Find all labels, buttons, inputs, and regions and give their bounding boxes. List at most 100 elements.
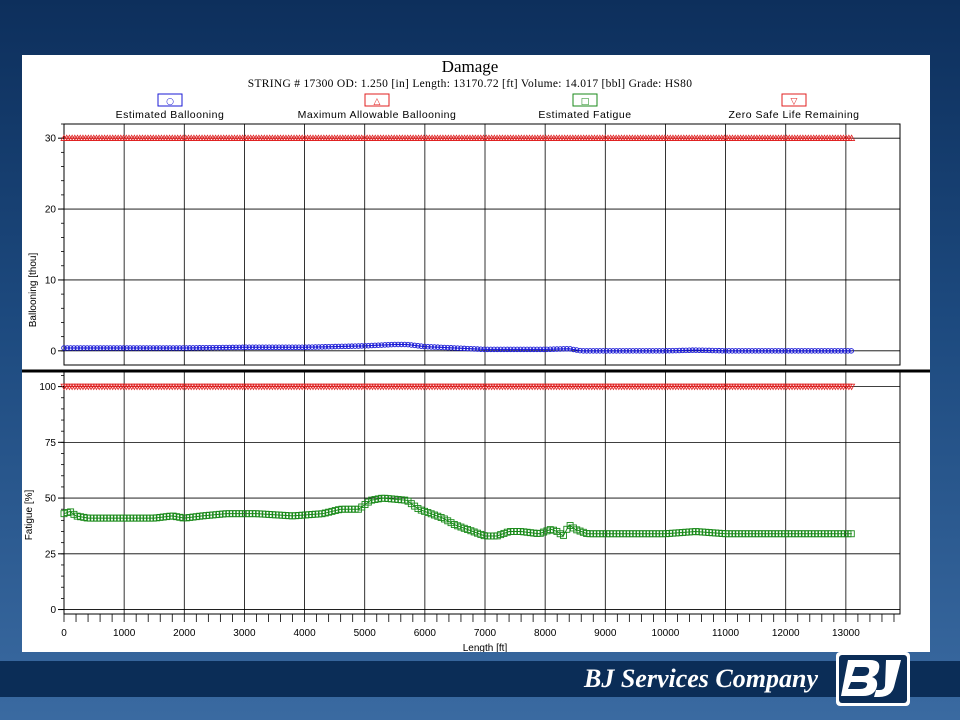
data-point (64, 345, 71, 351)
data-point (825, 348, 831, 354)
data-point (702, 347, 709, 354)
data-point (97, 345, 104, 351)
data-point (524, 346, 530, 353)
data-point (818, 348, 825, 354)
data-point (507, 346, 514, 353)
x-tick-label: 4000 (293, 628, 316, 639)
data-point (683, 347, 689, 354)
data-point (782, 348, 788, 354)
data-point (352, 343, 358, 349)
series-layer (60, 134, 856, 540)
legend-label-0: Estimated Ballooning (116, 109, 225, 121)
data-point (676, 347, 683, 354)
data-point (368, 342, 375, 349)
data-point (358, 343, 365, 349)
data-point (124, 345, 130, 351)
data-point (706, 347, 712, 354)
data-point (607, 348, 613, 354)
data-point (726, 348, 732, 354)
data-point (504, 346, 511, 353)
data-point (792, 348, 798, 354)
data-point (643, 348, 649, 354)
data-point (236, 344, 243, 351)
data-point (349, 343, 355, 349)
data-point (484, 346, 491, 353)
data-point (656, 348, 663, 354)
data-point (325, 343, 332, 350)
data-point (775, 348, 782, 354)
data-point (276, 344, 282, 351)
y-axis-title-fatigue: Fatigue [%] (24, 489, 35, 540)
data-point (679, 347, 686, 354)
legend-marker-0: ○ (166, 97, 174, 107)
data-point (226, 344, 233, 351)
data-point (494, 346, 501, 353)
data-point (835, 348, 841, 354)
data-point (630, 348, 636, 354)
data-point (140, 345, 147, 351)
data-point (107, 345, 114, 351)
data-point (547, 346, 554, 353)
data-point (405, 341, 411, 348)
data-point (296, 344, 302, 351)
data-point (511, 346, 517, 353)
data-point (620, 348, 626, 354)
data-point (157, 345, 163, 351)
data-point (815, 348, 821, 354)
chart-panel: Damage STRING # 17300 OD: 1.250 [in] Len… (22, 55, 930, 652)
data-point (570, 346, 577, 353)
data-point (613, 348, 620, 354)
data-point (573, 347, 580, 353)
data-point (478, 346, 484, 352)
chart-title: Damage (442, 57, 499, 76)
y-tick-label: 0 (50, 605, 56, 616)
data-point (415, 343, 421, 349)
y-tick-label: 10 (45, 275, 57, 286)
data-point (266, 344, 272, 351)
data-point (597, 348, 603, 354)
data-point (580, 348, 587, 354)
data-point (183, 345, 190, 351)
data-point (425, 343, 431, 350)
y-tick-label: 20 (45, 205, 57, 216)
data-point (272, 344, 279, 351)
data-point (335, 343, 342, 350)
y-tick-label: 100 (39, 382, 56, 393)
x-axis-title: Length [ft] (463, 643, 508, 652)
data-point (67, 345, 74, 351)
data-point (557, 346, 563, 352)
damage-chart: Damage STRING # 17300 OD: 1.250 [in] Len… (22, 55, 930, 652)
data-point (302, 344, 309, 351)
data-point (491, 346, 497, 353)
data-point (150, 345, 157, 351)
legend-marker-3: ▽ (791, 97, 798, 107)
data-point (160, 345, 166, 351)
series-zero-safe-life-remaining (60, 383, 856, 391)
data-point (521, 346, 527, 353)
data-point (468, 345, 474, 352)
data-point (421, 343, 428, 350)
data-point (673, 347, 679, 354)
data-point (315, 344, 322, 350)
data-point (587, 348, 593, 354)
data-point (233, 344, 239, 351)
data-point (583, 348, 590, 354)
data-point (147, 345, 153, 351)
footer-bar: BJ Services Company (0, 661, 960, 697)
bj-logo-icon (836, 652, 910, 706)
data-point (100, 345, 107, 351)
data-point (464, 345, 471, 352)
data-point (388, 341, 395, 348)
legend-swatch-1 (364, 93, 390, 107)
data-point (193, 345, 200, 351)
data-point (74, 345, 80, 351)
data-point (408, 342, 415, 348)
data-point (593, 348, 600, 354)
data-point (365, 342, 372, 349)
data-point (309, 344, 315, 350)
data-point (180, 345, 186, 351)
x-tick-label: 12000 (772, 628, 800, 639)
x-tick-label: 5000 (354, 628, 377, 639)
series-estimated-fatigue (60, 494, 855, 540)
data-point (603, 348, 610, 354)
